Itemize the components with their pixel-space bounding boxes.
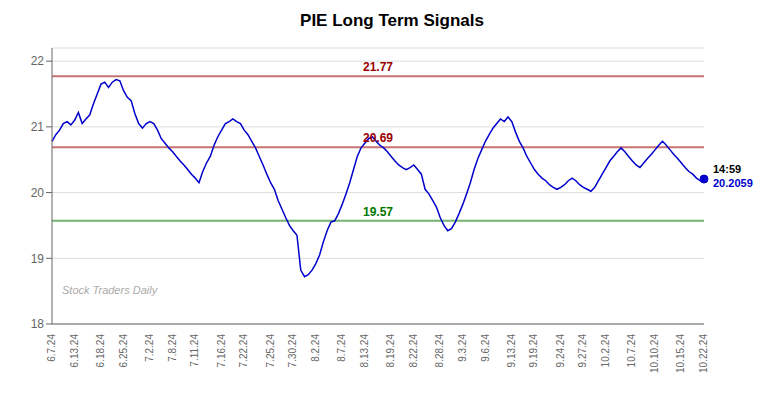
svg-text:8.13.24: 8.13.24 bbox=[359, 334, 370, 368]
svg-text:10.7.24: 10.7.24 bbox=[626, 334, 637, 368]
svg-text:18: 18 bbox=[31, 317, 45, 331]
svg-text:10.2.24: 10.2.24 bbox=[600, 334, 611, 368]
svg-text:9.19.24: 9.19.24 bbox=[529, 334, 540, 368]
html-text:PIE Long Term Signals: PIE Long Term Signals bbox=[300, 11, 484, 30]
svg-text:10.15.24: 10.15.24 bbox=[675, 334, 686, 373]
svg-text:21: 21 bbox=[31, 120, 45, 134]
svg-text:7.25.24: 7.25.24 bbox=[265, 334, 276, 368]
svg-text:8.19.24: 8.19.24 bbox=[385, 334, 396, 368]
svg-text:7.16.24: 7.16.24 bbox=[216, 334, 227, 368]
svg-text:8.28.24: 8.28.24 bbox=[434, 334, 445, 368]
svg-text:8.7.24: 8.7.24 bbox=[336, 334, 347, 362]
svg-text:8.22.24: 8.22.24 bbox=[408, 334, 419, 368]
svg-text:9.27.24: 9.27.24 bbox=[577, 334, 588, 368]
svg-text:20.69: 20.69 bbox=[363, 131, 393, 145]
svg-text:6.18.24: 6.18.24 bbox=[95, 334, 106, 368]
svg-text:9.13.24: 9.13.24 bbox=[506, 334, 517, 368]
svg-text:19: 19 bbox=[31, 252, 45, 266]
svg-text:7.8.24: 7.8.24 bbox=[167, 334, 178, 362]
svg-text:19.57: 19.57 bbox=[363, 205, 393, 219]
svg-text:22: 22 bbox=[31, 54, 45, 68]
svg-text:6.25.24: 6.25.24 bbox=[118, 334, 129, 368]
svg-text:8.2.24: 8.2.24 bbox=[310, 334, 321, 362]
svg-text:10.22.24: 10.22.24 bbox=[698, 334, 709, 373]
svg-text:20: 20 bbox=[31, 186, 45, 200]
svg-text:9.3.24: 9.3.24 bbox=[457, 334, 468, 362]
svg-text:20.2059: 20.2059 bbox=[713, 177, 753, 189]
svg-text:7.22.24: 7.22.24 bbox=[238, 334, 249, 368]
svg-text:7.2.24: 7.2.24 bbox=[144, 334, 155, 362]
html-text:Stock Traders Daily: Stock Traders Daily bbox=[62, 284, 158, 296]
svg-text:14:59: 14:59 bbox=[713, 163, 741, 175]
svg-text:9.24.24: 9.24.24 bbox=[555, 334, 566, 368]
svg-text:10.10.24: 10.10.24 bbox=[649, 334, 660, 373]
svg-text:21.77: 21.77 bbox=[363, 60, 393, 74]
svg-text:9.6.24: 9.6.24 bbox=[480, 334, 491, 362]
svg-text:7.11.24: 7.11.24 bbox=[189, 334, 200, 367]
svg-text:7.30.24: 7.30.24 bbox=[287, 334, 298, 368]
svg-text:6.13.24: 6.13.24 bbox=[69, 334, 80, 368]
svg-text:6.7.24: 6.7.24 bbox=[46, 334, 57, 362]
